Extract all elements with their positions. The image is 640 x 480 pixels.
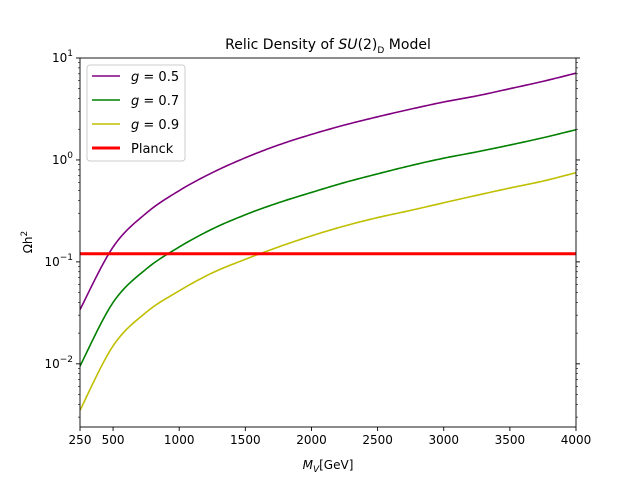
y-tick-label: 10−2 bbox=[44, 355, 73, 371]
y-tick-label: 100 bbox=[52, 151, 73, 167]
series-line bbox=[80, 171, 576, 411]
legend-label: g = 0.5 bbox=[131, 70, 179, 85]
x-tick-label: 1500 bbox=[230, 433, 261, 447]
x-tick-label: 2500 bbox=[362, 433, 393, 447]
series-lines bbox=[80, 72, 576, 411]
y-axis-label: Ωh2 bbox=[20, 231, 35, 254]
x-tick-label: 2000 bbox=[296, 433, 327, 447]
legend-box bbox=[86, 64, 186, 162]
x-tick-label: 250 bbox=[69, 433, 92, 447]
y-tick-label: 10−1 bbox=[44, 253, 73, 269]
legend: g = 0.5 g = 0.7 g = 0.9 Planck bbox=[86, 64, 186, 162]
legend-label: Planck bbox=[131, 142, 174, 157]
series-line bbox=[80, 72, 576, 311]
x-tick-label: 3500 bbox=[495, 433, 526, 447]
series-line bbox=[80, 128, 576, 367]
plot-area: 250 500 1000 1500 2000 2500 3000 3500 4000 10−2 10… bbox=[44, 49, 591, 447]
chart-title: Relic Density of SU(2)D Model bbox=[225, 37, 431, 56]
legend-label: g = 0.7 bbox=[131, 94, 179, 109]
x-tick-label: 500 bbox=[102, 433, 125, 447]
x-tick-label: 1000 bbox=[164, 433, 195, 447]
legend-label: g = 0.9 bbox=[131, 118, 179, 133]
axes-frame bbox=[79, 57, 577, 428]
x-axis-label: MV[GeV] bbox=[303, 458, 354, 475]
x-tick-label: 4000 bbox=[561, 433, 592, 447]
y-tick-label: 101 bbox=[52, 49, 73, 65]
x-tick-label: 3000 bbox=[428, 433, 459, 447]
